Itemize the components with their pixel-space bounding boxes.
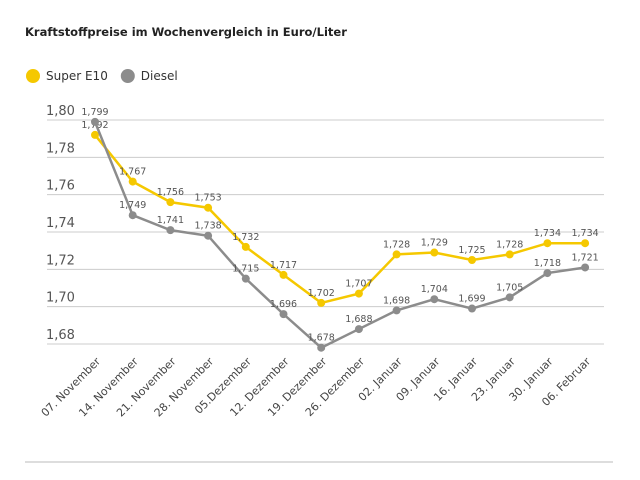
- data-label: 1,732: [232, 232, 259, 243]
- data-point: [505, 293, 514, 302]
- data-point: [505, 250, 514, 259]
- data-label: 1,725: [458, 245, 485, 256]
- data-point: [581, 263, 590, 272]
- data-point: [354, 289, 363, 298]
- data-point: [204, 231, 213, 240]
- data-label: 1,702: [308, 288, 335, 299]
- data-point: [166, 198, 175, 207]
- legend-marker: [120, 69, 135, 83]
- data-point: [241, 242, 250, 251]
- data-label: 1,707: [345, 279, 372, 290]
- data-point: [279, 270, 288, 279]
- data-label: 1,728: [383, 239, 410, 250]
- data-label: 1,721: [571, 252, 598, 263]
- y-tick-label: 1,68: [46, 328, 75, 343]
- data-label: 1,734: [571, 228, 598, 239]
- data-label: 1,705: [496, 282, 523, 293]
- data-point: [128, 177, 137, 186]
- data-point: [468, 256, 476, 264]
- data-label: 1,698: [383, 295, 410, 306]
- y-tick-label: 1,78: [46, 141, 75, 156]
- legend: Super E10 Diesel: [26, 69, 178, 83]
- y-tick-label: 1,72: [46, 253, 75, 268]
- data-point: [279, 310, 288, 319]
- data-point: [354, 325, 363, 334]
- data-label: 1,756: [157, 187, 184, 198]
- data-point: [430, 248, 439, 257]
- data-point: [241, 274, 250, 283]
- data-label: 1,799: [81, 107, 108, 118]
- data-label: 1,678: [308, 333, 335, 344]
- legend-label: Diesel: [141, 69, 178, 83]
- data-point: [392, 306, 401, 315]
- grid: 1,80 1,78 1,76 1,74 1,72 1,70 1,68: [46, 104, 604, 345]
- data-point: [468, 304, 476, 313]
- data-label: 1,738: [194, 221, 221, 232]
- series-line: [94, 134, 586, 305]
- data-label: 1,734: [534, 228, 561, 239]
- data-point: [91, 130, 99, 139]
- data-point: [317, 298, 326, 307]
- data-label: 1,753: [194, 193, 221, 204]
- data-point: [166, 226, 175, 235]
- data-label: 1,718: [534, 258, 561, 269]
- legend-label: Super E10: [46, 69, 108, 83]
- data-label: 1,699: [458, 294, 485, 305]
- data-label: 1,749: [119, 200, 146, 211]
- data-label: 1,741: [157, 215, 184, 226]
- chart-title: Kraftstoffpreise im Wochenvergleich in E…: [25, 25, 347, 39]
- data-point: [543, 269, 552, 278]
- data-label: 1,728: [496, 239, 523, 250]
- data-label: 1,729: [421, 238, 448, 249]
- data-label: 1,696: [270, 299, 297, 310]
- series-group: 1,7921,7671,7561,7531,7321,7171,7021,707…: [81, 107, 599, 352]
- data-label: 1,704: [421, 284, 448, 295]
- data-point: [317, 343, 326, 352]
- data-label: 1,717: [270, 260, 297, 271]
- y-tick-label: 1,74: [46, 216, 75, 231]
- data-point: [204, 203, 213, 212]
- data-point: [581, 239, 590, 248]
- data-point: [392, 250, 401, 259]
- data-label: 1,767: [119, 167, 146, 178]
- y-tick-label: 1,70: [46, 291, 75, 306]
- y-tick-label: 1,76: [46, 179, 75, 194]
- data-point: [91, 117, 99, 126]
- data-point: [430, 295, 439, 304]
- data-label: 1,715: [232, 264, 259, 275]
- data-point: [543, 239, 552, 248]
- data-point: [128, 211, 137, 220]
- data-label: 1,688: [345, 314, 372, 325]
- y-tick-label: 1,80: [46, 104, 75, 119]
- legend-marker: [26, 69, 40, 83]
- series-line: [93, 121, 586, 350]
